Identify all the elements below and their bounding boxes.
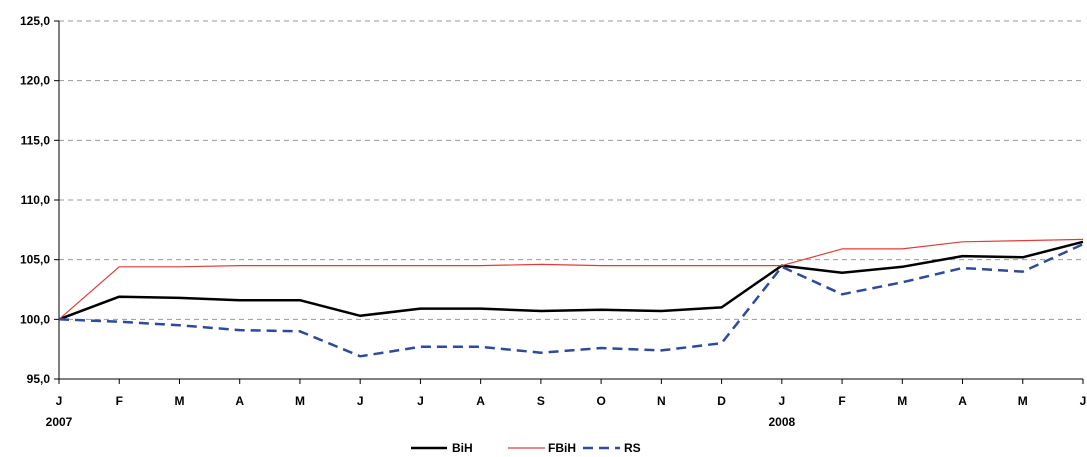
x-tick-label: F [116,394,123,408]
y-tick-label: 120,0 [20,74,50,88]
x-tick-label: A [476,394,485,408]
legend-label-rs: RS [624,441,641,455]
x-tick-label: A [235,394,244,408]
y-tick-label: 105,0 [20,253,50,267]
series-line-bih [59,242,1083,319]
x-tick-label: M [1018,394,1028,408]
series-lines [59,239,1083,356]
x-tick-label: M [897,394,907,408]
y-tick-label: 95,0 [27,372,51,386]
x-axis-ticks: J F M A M J J A S O N D J F M A M J 2007 2008 [46,379,1087,429]
year-label: 2008 [768,415,795,429]
y-axis-ticks: 95,0 100,0 105,0 110,0 115,0 120,0 125,0 [20,14,59,386]
year-label: 2007 [46,415,73,429]
x-tick-label: J [357,394,364,408]
y-tick-label: 110,0 [21,193,51,207]
series-line-fbih [59,239,1083,319]
x-tick-label: O [596,394,605,408]
x-tick-label: N [657,394,666,408]
x-tick-label: M [174,394,184,408]
x-tick-label: F [838,394,845,408]
legend-label-fbih: FBiH [548,441,576,455]
legend-label-bih: BiH [452,441,473,455]
x-tick-label: J [417,394,424,408]
x-tick-label: A [958,394,967,408]
gridlines [59,21,1083,319]
y-tick-label: 125,0 [20,14,50,28]
legend: BiH FBiH RS [411,441,641,455]
x-tick-label: S [537,394,545,408]
x-tick-label: M [295,394,305,408]
x-tick-label: J [56,394,63,408]
y-tick-label: 115,0 [21,133,51,147]
x-tick-label: D [717,394,726,408]
y-tick-label: 100,0 [20,312,50,326]
x-tick-label: J [778,394,785,408]
x-tick-label: J [1080,394,1087,408]
